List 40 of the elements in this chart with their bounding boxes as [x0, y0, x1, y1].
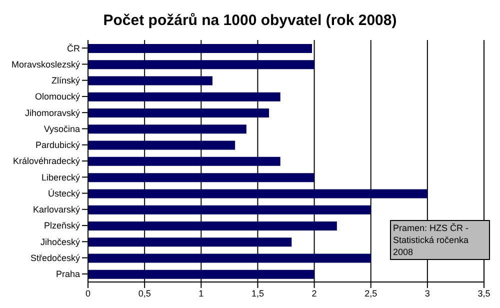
y-tick-label: Pardubický — [35, 140, 80, 150]
bar — [88, 124, 246, 134]
y-tick-label: Jihomoravský — [24, 108, 80, 118]
bar — [88, 189, 428, 198]
bar — [88, 238, 292, 247]
y-tick-label: Liberecký — [41, 172, 80, 182]
annotation: Pramen: HZS ČR - Statistická ročenka 2008 — [390, 220, 490, 260]
bar — [88, 60, 314, 70]
x-tick-label: 1 — [198, 288, 204, 298]
y-tick-label: ČR — [67, 43, 80, 54]
y-tick-label: Středočeský — [30, 252, 80, 263]
bar — [88, 156, 280, 166]
bar — [88, 92, 280, 102]
x-tick-label: 1,5 — [251, 288, 264, 298]
x-tick-label: 3 — [424, 288, 430, 298]
x-tick-label: 3,5 — [478, 288, 490, 298]
bar — [88, 140, 236, 150]
x-tick-label: 2,5 — [364, 288, 378, 298]
x-tick-label: 0,5 — [138, 288, 151, 298]
bar — [88, 221, 337, 230]
x-tick-label: 0 — [85, 288, 91, 298]
y-tick-label: Karlovarský — [32, 204, 80, 215]
bar — [88, 205, 371, 214]
y-tick-label: Olomoucký — [34, 92, 80, 102]
chart-title: Počet požárů na 1000 obyvatel (rok 2008) — [102, 11, 398, 31]
y-tick-label: Královéhradecký — [12, 156, 80, 166]
bar — [88, 254, 371, 263]
y-tick-label: Vysočina — [44, 124, 80, 134]
y-tick-label: Moravskoslezský — [11, 59, 80, 70]
y-tick-label: Praha — [56, 269, 80, 280]
bar — [88, 44, 312, 53]
bar — [88, 108, 270, 118]
y-tick-label: Plzeňský — [44, 220, 80, 231]
y-tick-label: Ústecký — [48, 188, 80, 198]
bar — [88, 173, 314, 182]
x-tick-label: 2 — [312, 288, 317, 298]
bar — [88, 270, 314, 279]
y-tick-label: Zlínský — [51, 76, 80, 86]
y-tick-label: Jihočeský — [40, 236, 80, 247]
bar — [88, 76, 212, 86]
